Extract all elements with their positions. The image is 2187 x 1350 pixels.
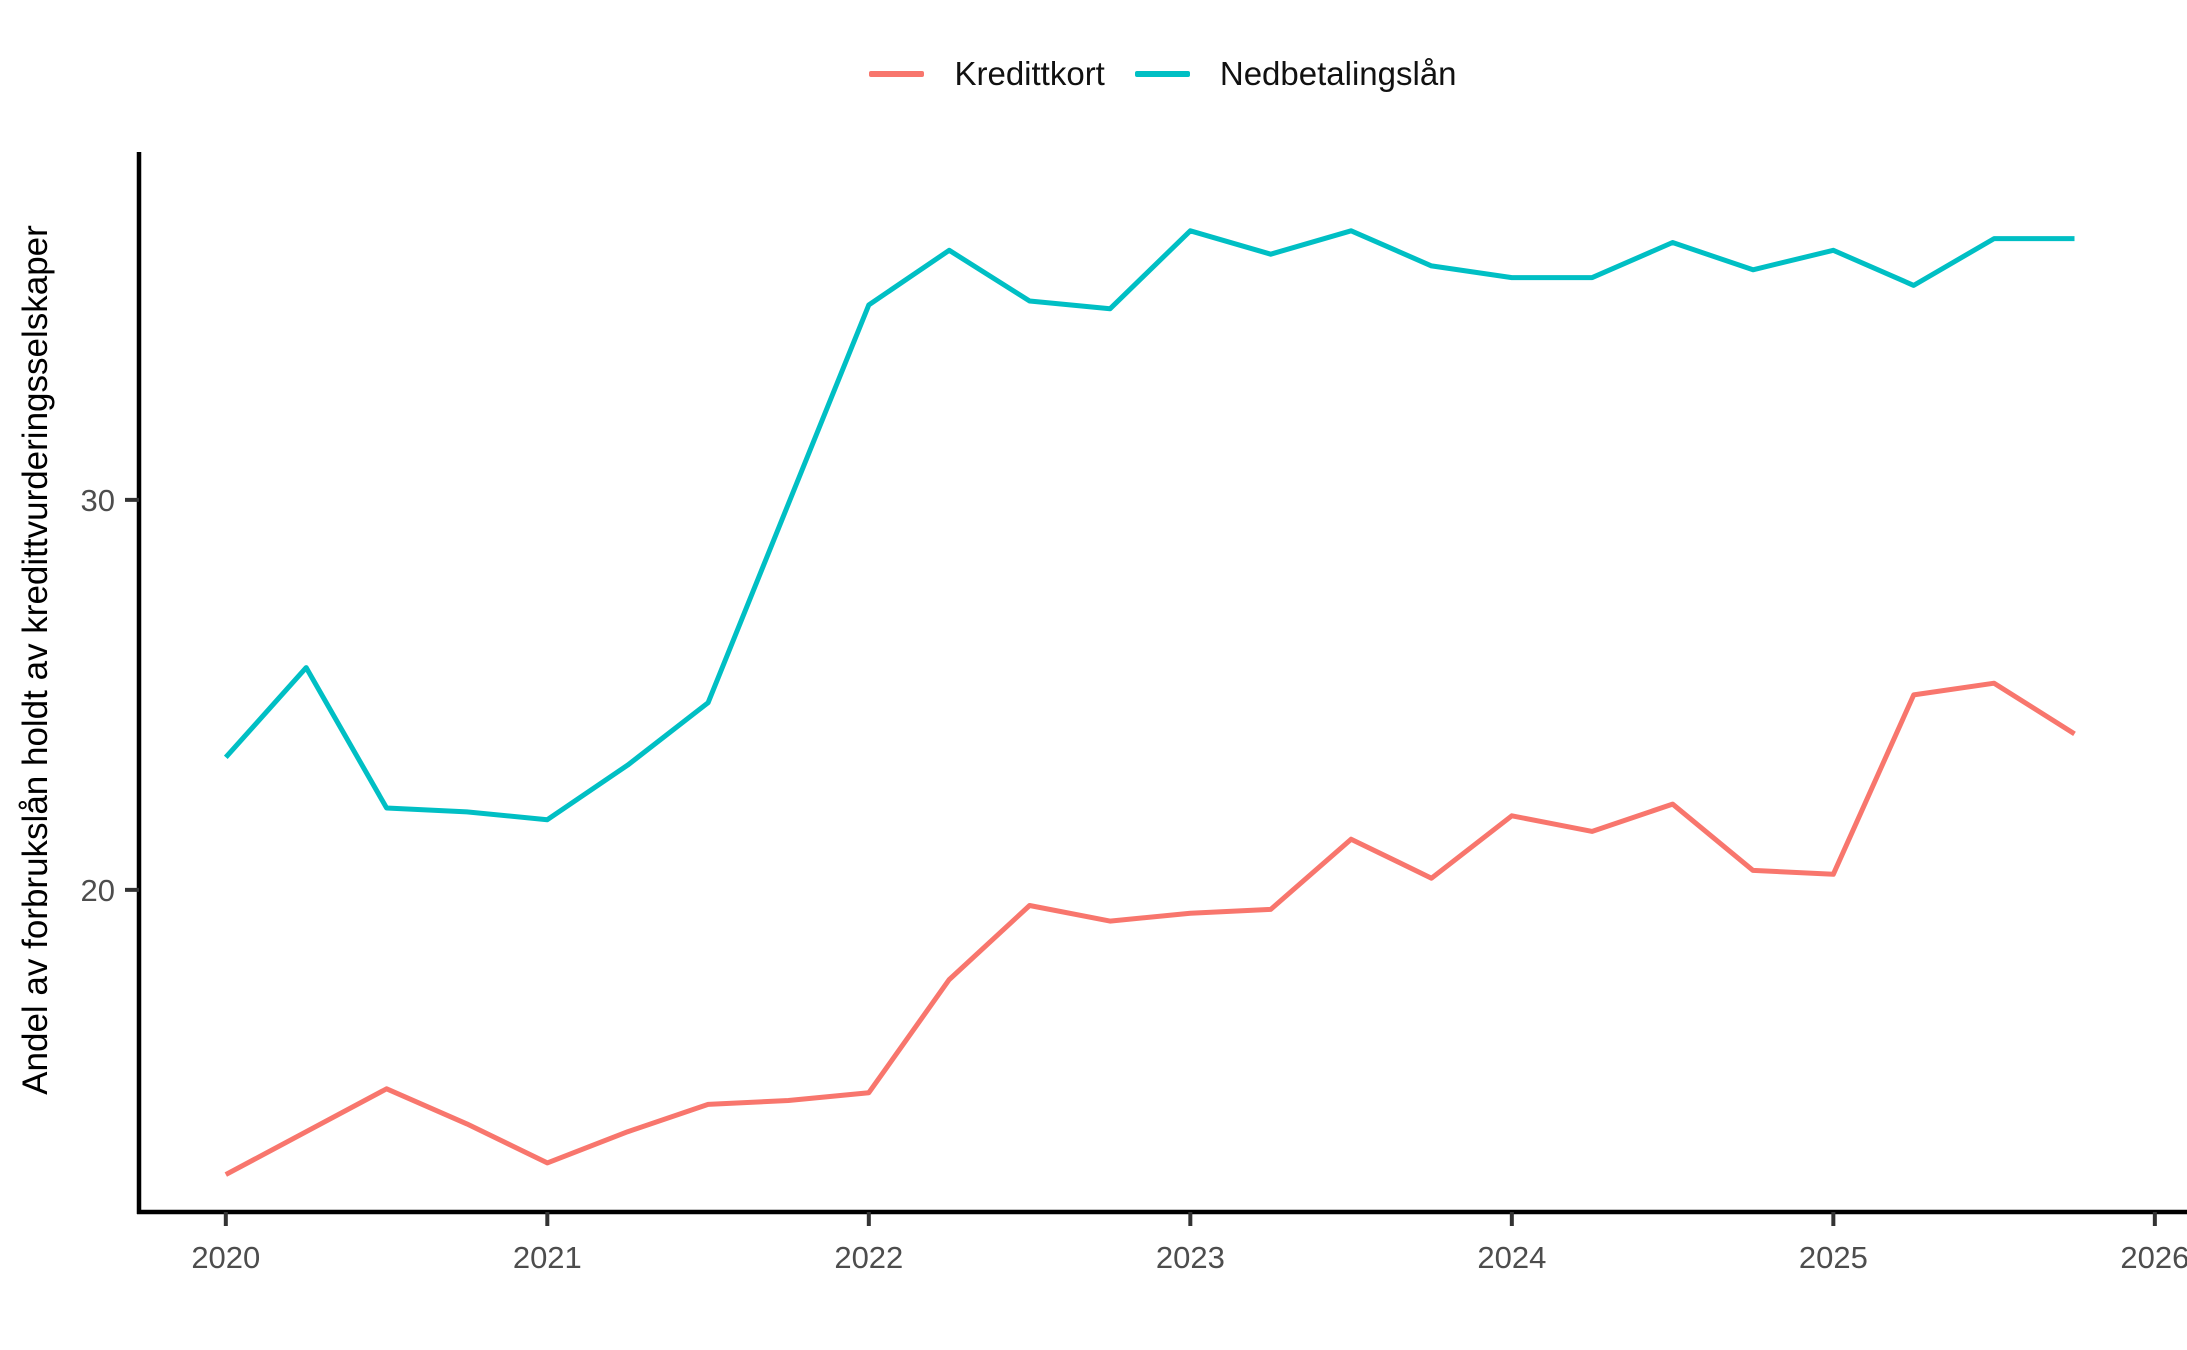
legend-label-nedbetalingslan: Nedbetalingslån xyxy=(1219,55,1457,92)
series-line-nedbetalingsl-n xyxy=(223,228,2075,823)
legend-entry-nedbetalingslan: Nedbetalingslån xyxy=(1134,55,1457,92)
legend-label-kredittkort: Kredittkort xyxy=(954,55,1105,92)
series-line-kredittkort xyxy=(224,680,2076,1177)
x-tick-label-2021: 2021 xyxy=(513,1240,582,1275)
legend-swatch-kredittkort-line-icon xyxy=(869,70,925,77)
y-tick-label-30: 30 xyxy=(81,483,115,518)
x-tick-label-2025: 2025 xyxy=(1799,1240,1868,1275)
legend-entry-kredittkort: Kredittkort xyxy=(869,55,1105,92)
legend-swatch-nedbetalingslan-line-icon xyxy=(1134,70,1190,77)
x-tick-label-2022: 2022 xyxy=(834,1240,903,1275)
y-tick-label-20: 20 xyxy=(81,873,115,908)
legend: Kredittkort Nedbetalingslån xyxy=(139,57,2187,90)
x-tick-label-2024: 2024 xyxy=(1477,1240,1546,1275)
y-axis-title: Andel av forbrukslån holdt av kredittvur… xyxy=(16,225,55,1095)
x-tick-label-2026: 2026 xyxy=(2120,1240,2187,1275)
x-tick-label-2023: 2023 xyxy=(1156,1240,1225,1275)
x-tick-label-2020: 2020 xyxy=(191,1240,260,1275)
